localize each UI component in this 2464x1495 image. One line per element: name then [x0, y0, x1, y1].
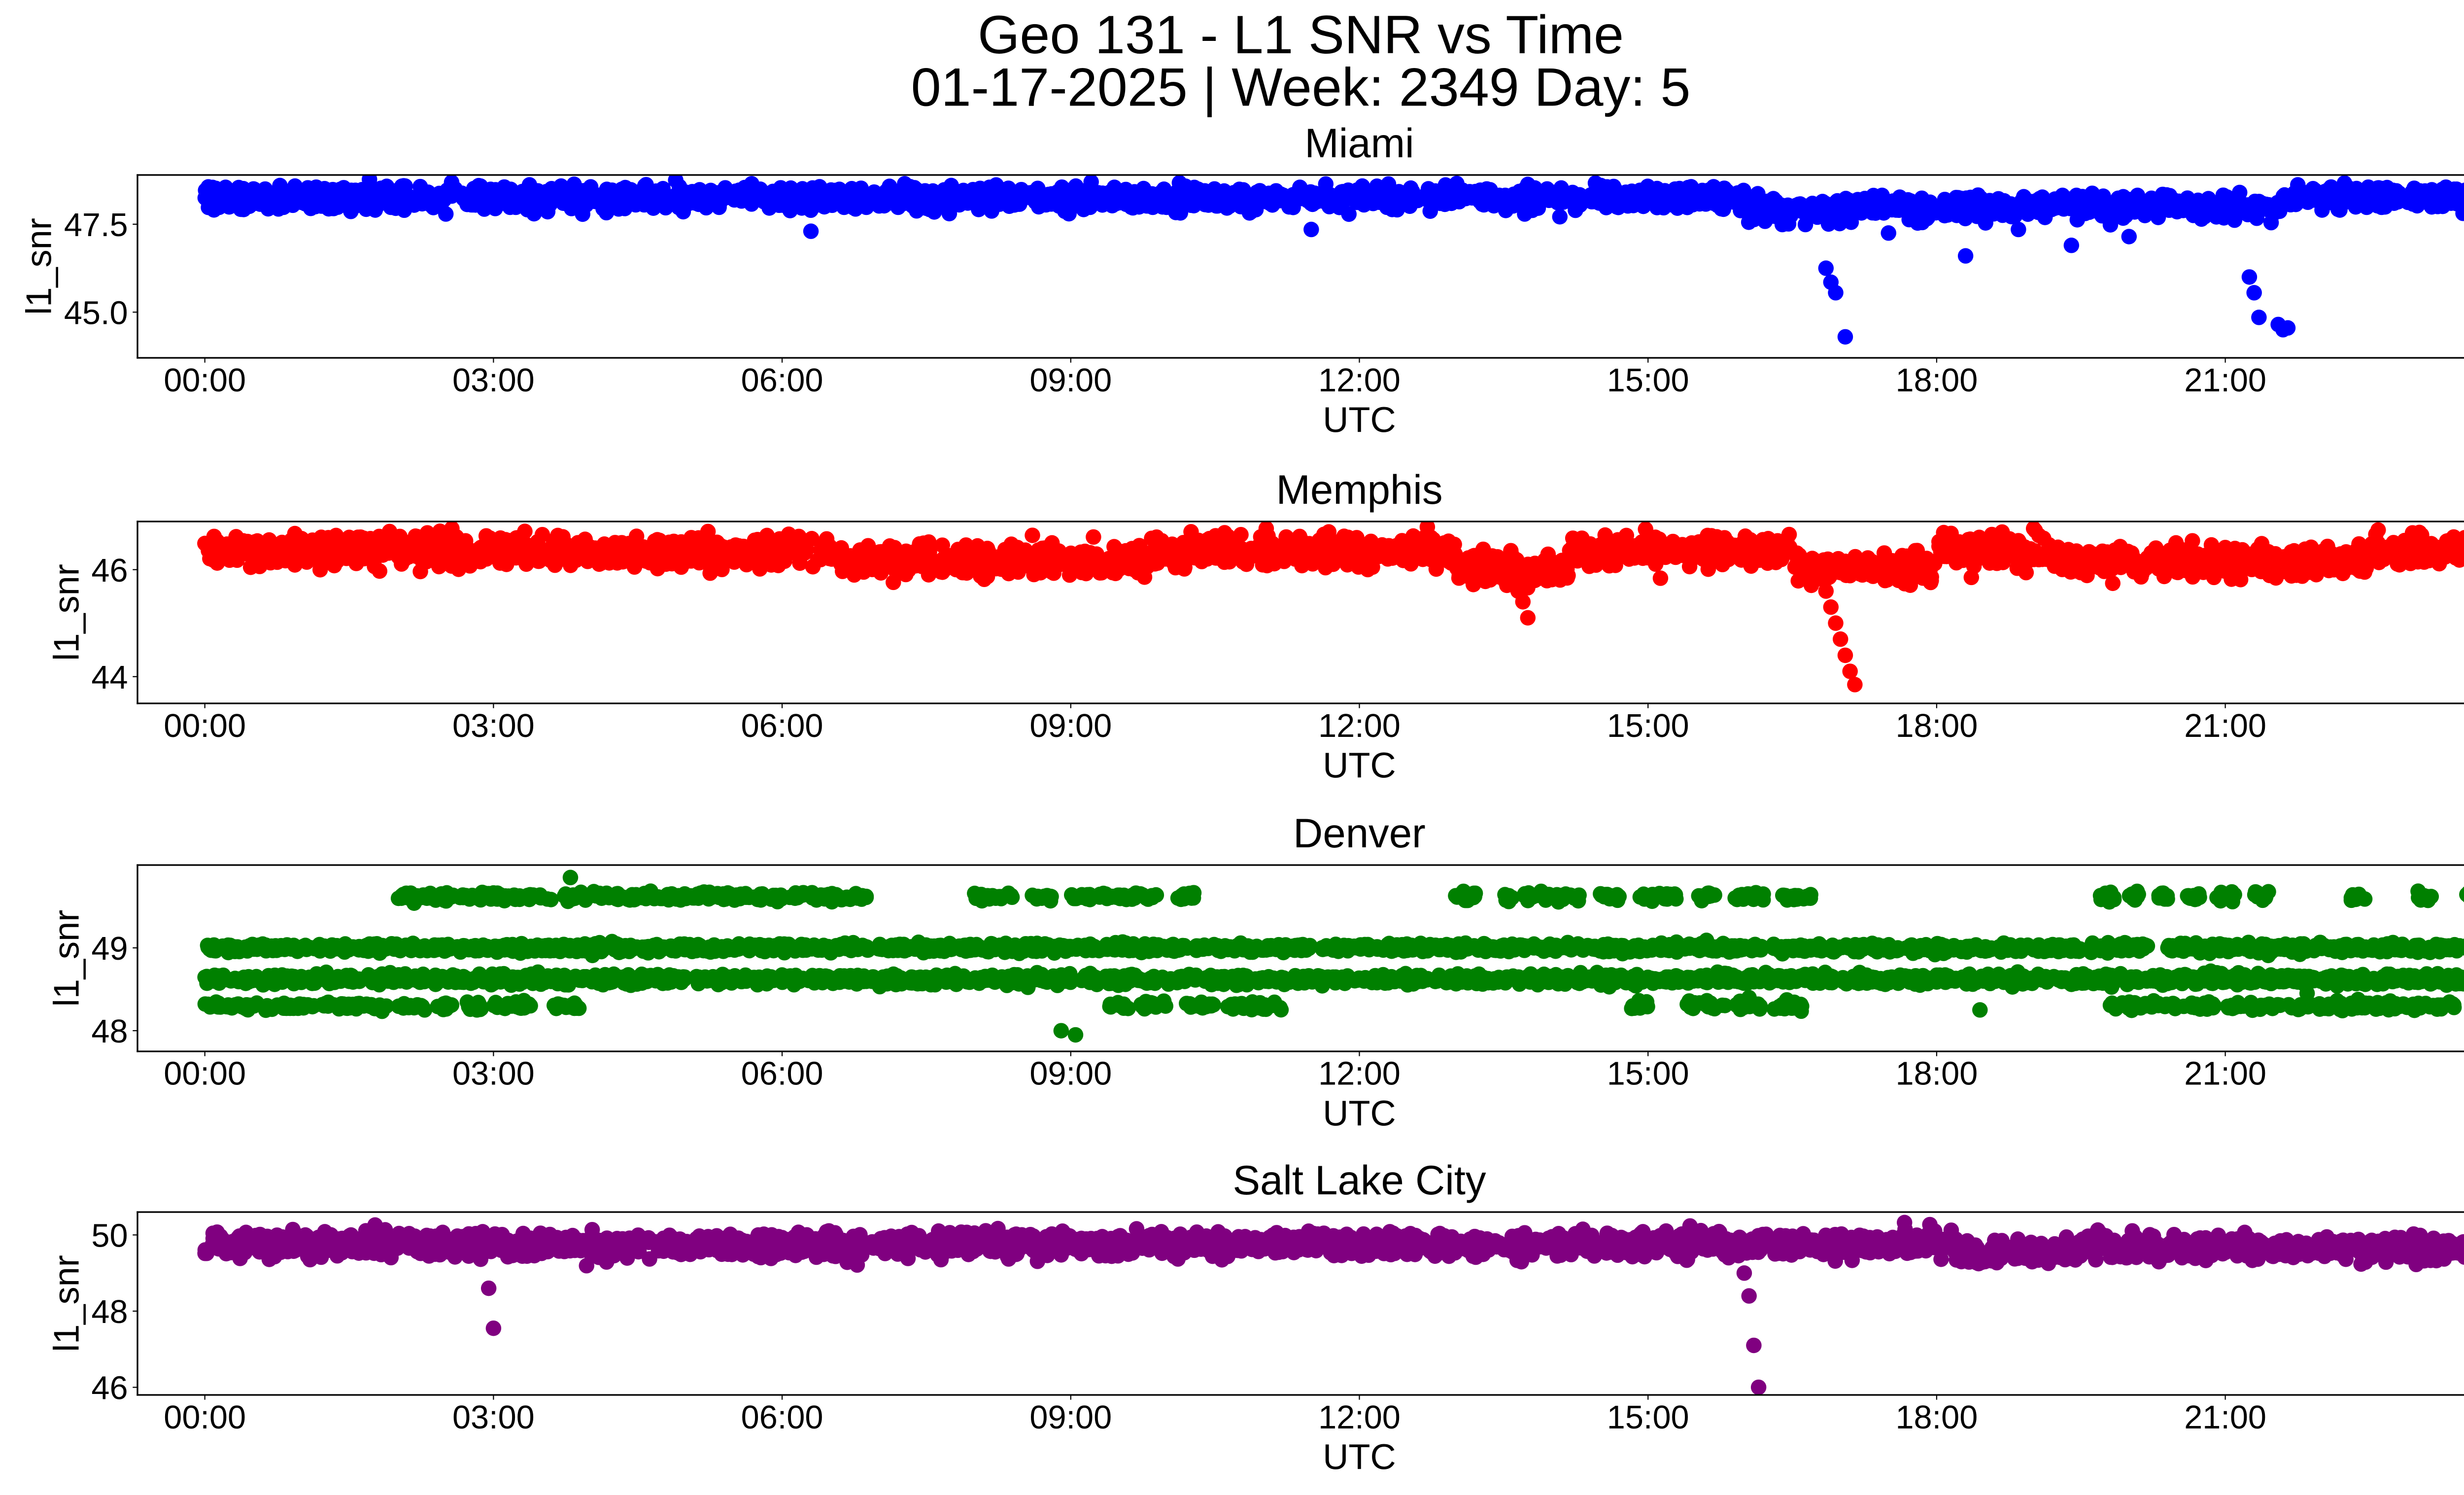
svg-text:48: 48	[91, 1294, 128, 1330]
svg-text:15:00: 15:00	[1607, 708, 1689, 744]
svg-text:03:00: 03:00	[452, 1399, 535, 1436]
svg-text:UTC: UTC	[1323, 1438, 1396, 1477]
svg-text:44: 44	[91, 660, 128, 696]
svg-text:00:00: 00:00	[164, 1399, 246, 1436]
svg-text:03:00: 03:00	[452, 362, 535, 399]
svg-text:06:00: 06:00	[741, 1056, 823, 1092]
svg-text:21:00: 21:00	[2184, 1399, 2266, 1436]
svg-text:03:00: 03:00	[452, 1056, 535, 1092]
svg-text:01-17-2025 | Week: 2349 Day: 5: 01-17-2025 | Week: 2349 Day: 5	[911, 57, 1691, 117]
svg-text:Denver: Denver	[1293, 810, 1426, 856]
svg-text:46: 46	[91, 553, 128, 589]
svg-text:UTC: UTC	[1323, 746, 1396, 786]
svg-text:21:00: 21:00	[2184, 362, 2266, 399]
svg-text:l1_snr: l1_snr	[47, 910, 86, 1007]
svg-text:l1_snr: l1_snr	[47, 1255, 86, 1352]
svg-text:12:00: 12:00	[1318, 1399, 1401, 1436]
svg-text:15:00: 15:00	[1607, 1056, 1689, 1092]
svg-text:09:00: 09:00	[1029, 708, 1112, 744]
svg-text:15:00: 15:00	[1607, 1399, 1689, 1436]
svg-text:09:00: 09:00	[1029, 1056, 1112, 1092]
svg-text:Miami: Miami	[1304, 120, 1414, 166]
svg-text:l1_snr: l1_snr	[47, 564, 86, 661]
svg-text:06:00: 06:00	[741, 362, 823, 399]
svg-text:18:00: 18:00	[1895, 1056, 1978, 1092]
svg-text:06:00: 06:00	[741, 1399, 823, 1436]
svg-text:09:00: 09:00	[1029, 362, 1112, 399]
svg-text:21:00: 21:00	[2184, 1056, 2266, 1092]
svg-text:12:00: 12:00	[1318, 1056, 1401, 1092]
svg-text:12:00: 12:00	[1318, 362, 1401, 399]
svg-text:46: 46	[91, 1370, 128, 1407]
svg-text:45.0: 45.0	[64, 295, 128, 331]
svg-text:12:00: 12:00	[1318, 708, 1401, 744]
svg-text:06:00: 06:00	[741, 708, 823, 744]
svg-text:Geo 131 - L1 SNR vs Time: Geo 131 - L1 SNR vs Time	[978, 5, 1624, 65]
svg-text:00:00: 00:00	[164, 708, 246, 744]
svg-text:00:00: 00:00	[164, 1056, 246, 1092]
svg-text:UTC: UTC	[1323, 1094, 1396, 1134]
svg-text:Memphis: Memphis	[1276, 467, 1442, 513]
svg-text:UTC: UTC	[1323, 401, 1396, 440]
svg-text:49: 49	[91, 931, 128, 967]
svg-text:21:00: 21:00	[2184, 708, 2266, 744]
svg-text:00:00: 00:00	[164, 362, 246, 399]
svg-text:03:00: 03:00	[452, 708, 535, 744]
svg-text:50: 50	[91, 1218, 128, 1254]
svg-text:18:00: 18:00	[1895, 1399, 1978, 1436]
svg-text:18:00: 18:00	[1895, 362, 1978, 399]
svg-text:18:00: 18:00	[1895, 708, 1978, 744]
svg-text:Salt Lake City: Salt Lake City	[1232, 1157, 1486, 1203]
svg-text:15:00: 15:00	[1607, 362, 1689, 399]
svg-text:l1_snr: l1_snr	[20, 218, 59, 315]
svg-text:47.5: 47.5	[64, 207, 128, 243]
svg-text:09:00: 09:00	[1029, 1399, 1112, 1436]
svg-text:48: 48	[91, 1013, 128, 1050]
